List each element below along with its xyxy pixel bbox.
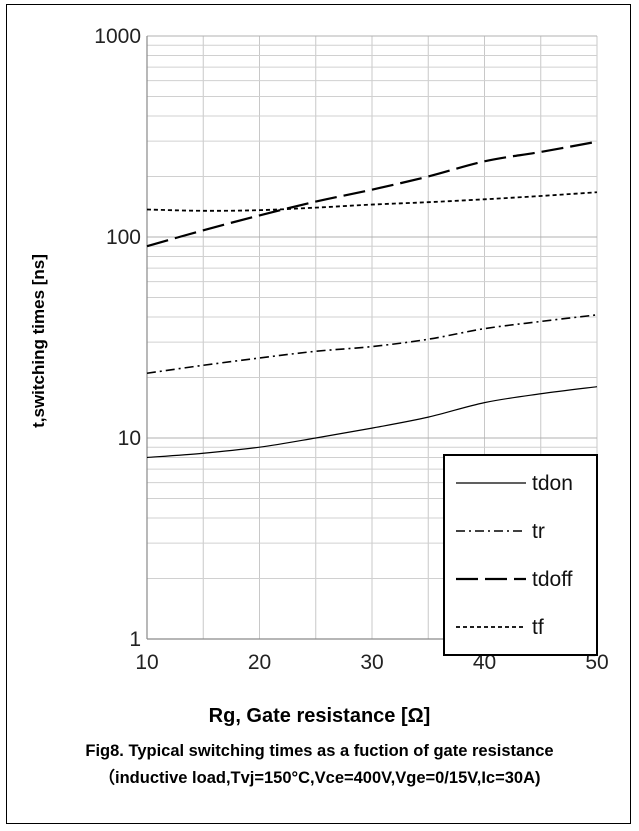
y-tick-label: 100 bbox=[106, 226, 141, 249]
legend-label-tr: tr bbox=[532, 520, 545, 543]
series-line-tf bbox=[146, 191, 598, 212]
x-tick-label: 20 bbox=[248, 651, 271, 674]
y-tick-label: 1000 bbox=[94, 25, 141, 48]
x-axis-label: Rg, Gate resistance [Ω] bbox=[208, 705, 431, 727]
y-tick-label: 10 bbox=[118, 427, 141, 450]
x-tick-label: 40 bbox=[473, 651, 496, 674]
legend-label-tf: tf bbox=[532, 616, 544, 639]
series-line-tr bbox=[146, 314, 598, 375]
y-axis-label: t,switching times [ns] bbox=[29, 254, 48, 428]
y-tick-label: 1 bbox=[129, 628, 141, 651]
x-tick-label: 50 bbox=[585, 651, 608, 674]
legend-label-tdoff: tdoff bbox=[532, 568, 573, 591]
figure-caption: Fig8. Typical switching times as a fucti… bbox=[85, 742, 554, 787]
series-lines bbox=[146, 140, 598, 459]
legend-label-tdon: tdon bbox=[532, 472, 573, 495]
legend-box bbox=[443, 454, 598, 656]
legend: tdon tr tdoff tf bbox=[443, 454, 598, 656]
series-line-tdon bbox=[146, 386, 598, 459]
x-tick-label: 10 bbox=[135, 651, 158, 674]
x-tick-label: 30 bbox=[360, 651, 383, 674]
series-line-tdoff bbox=[146, 140, 598, 248]
figure-frame: 10 20 30 40 50 1 10 100 1000 tdon tr tdoff tf t,swi… bbox=[6, 4, 631, 824]
